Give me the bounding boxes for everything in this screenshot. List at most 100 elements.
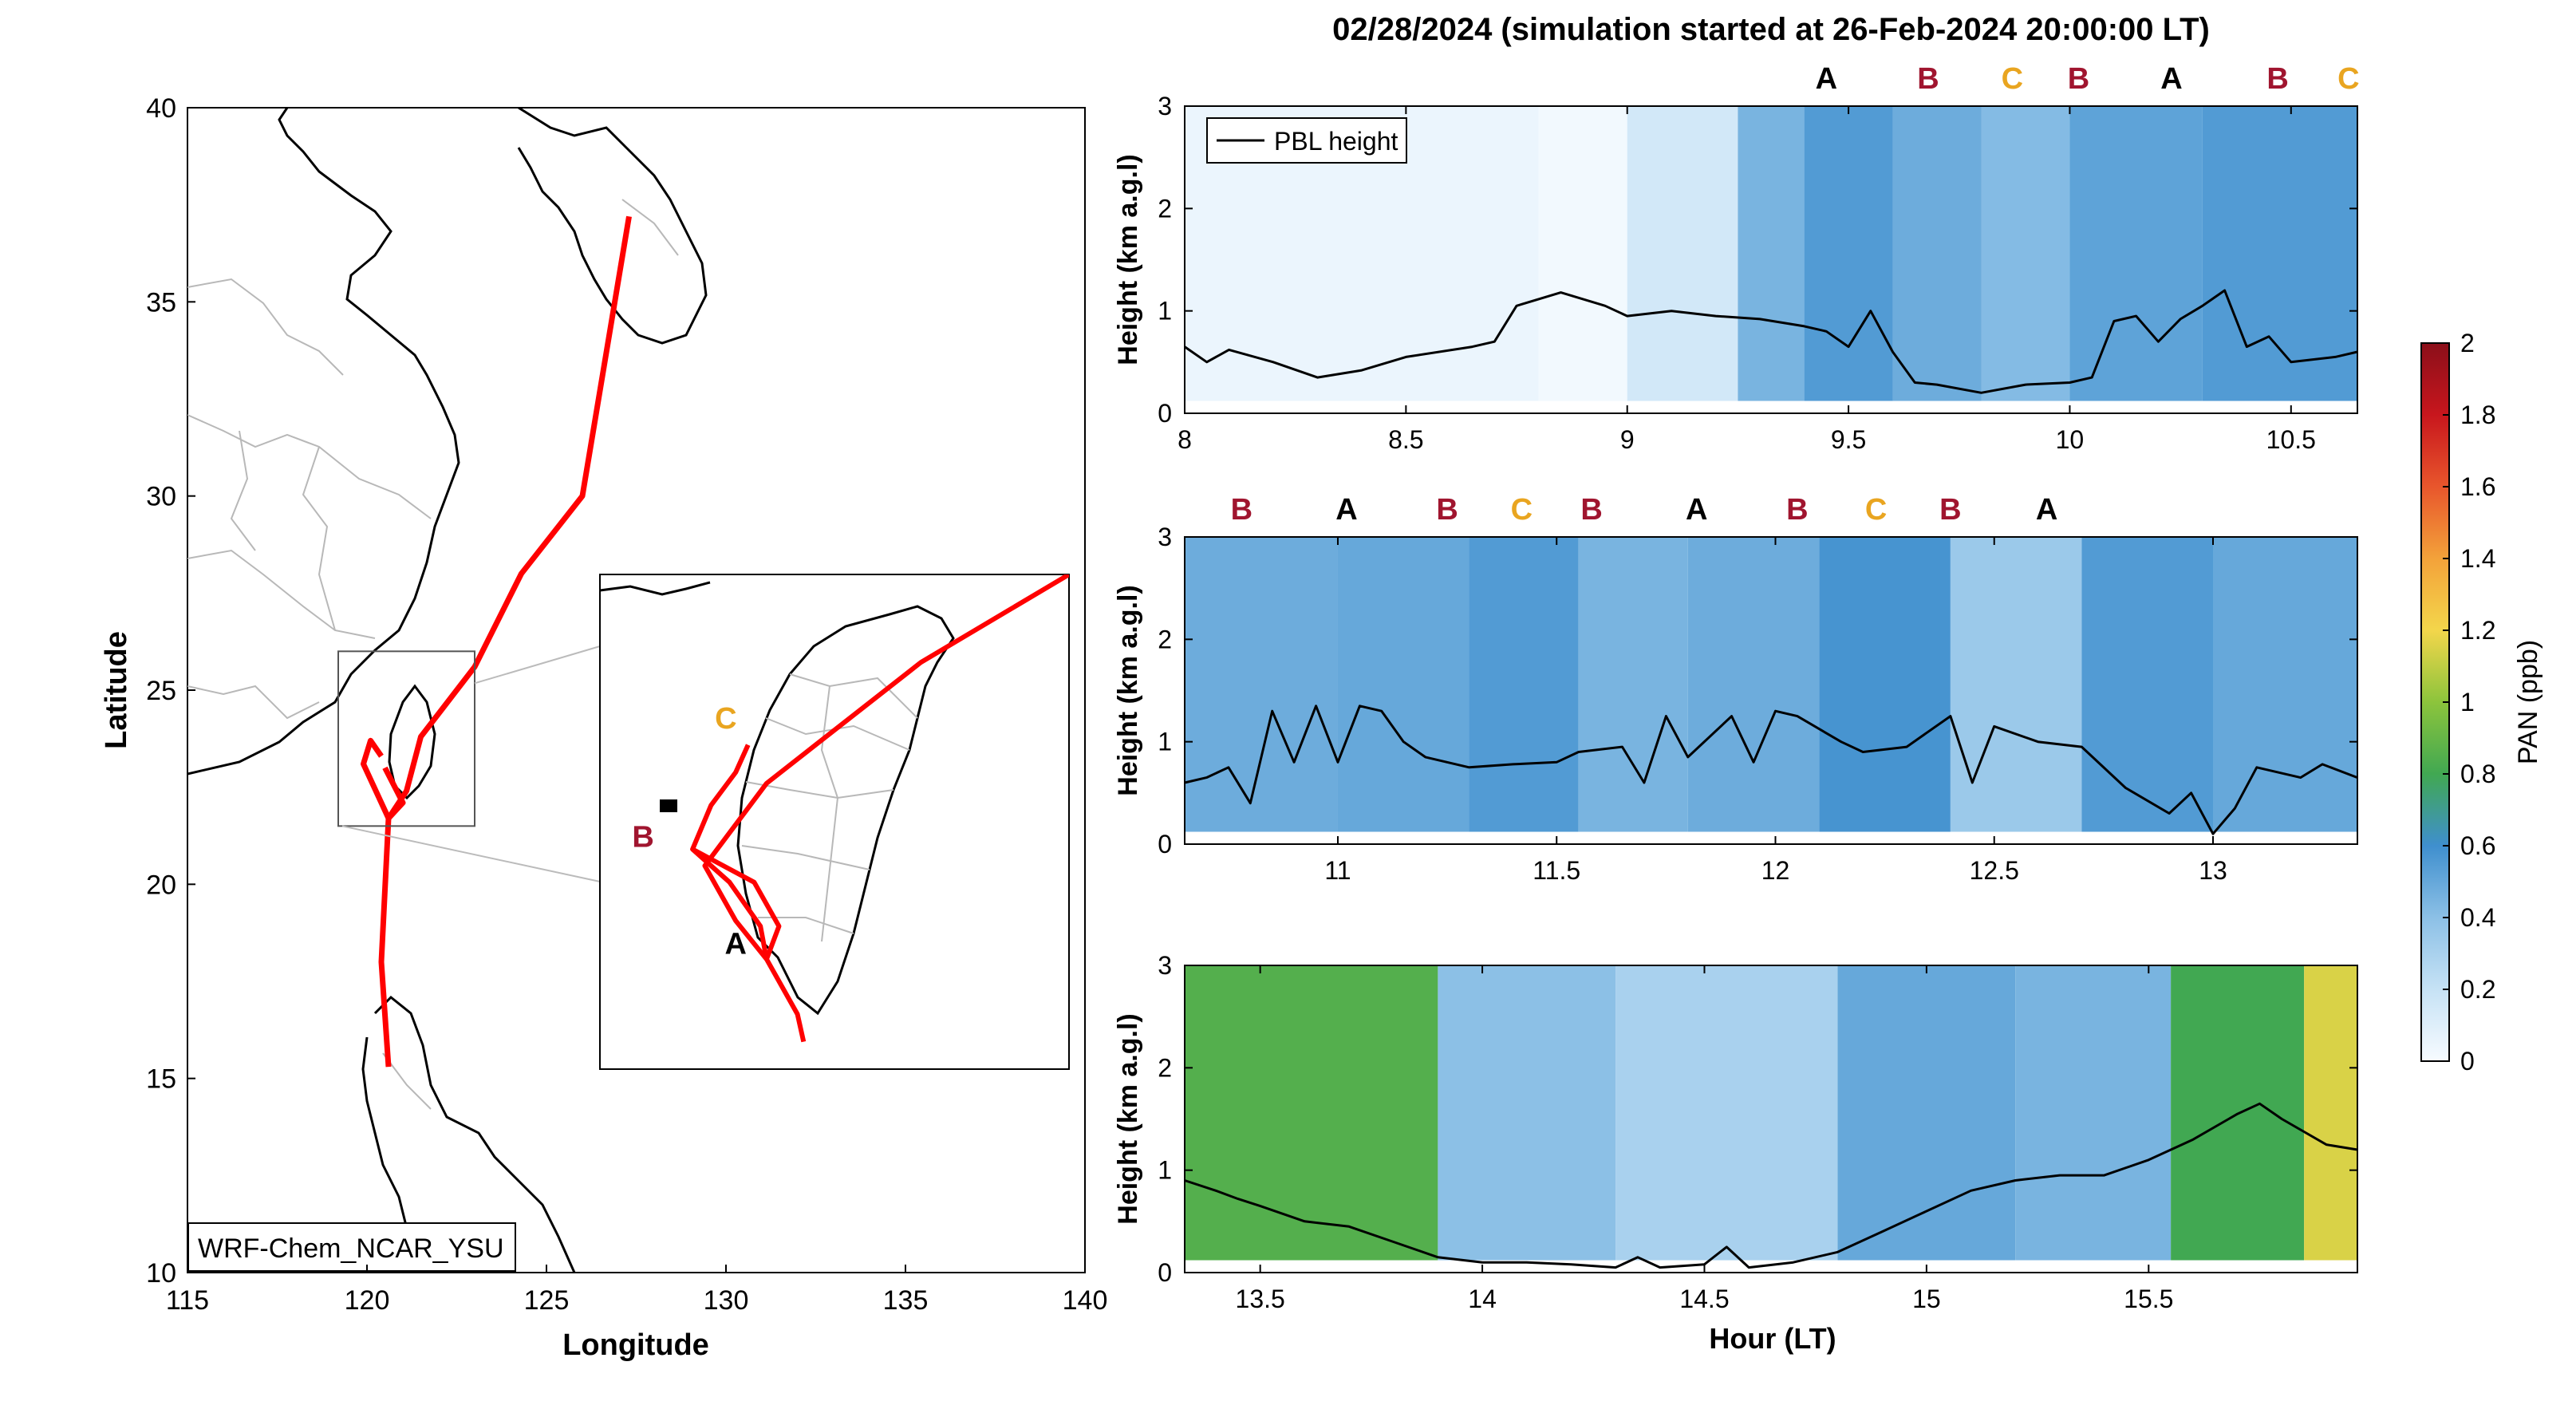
colorbar-tick-label: 0.4	[2460, 903, 2495, 932]
pan-cell	[2069, 106, 2203, 401]
colorbar-ticks: 0 0.2 0.4 0.6 0.8 1 1.2 1.4 1.6 1.8 2	[2443, 329, 2495, 1076]
colorbar-label: PAN (ppb)	[2513, 640, 2543, 764]
colorbar-tick-label: 0.6	[2460, 831, 2495, 860]
inset-marker-c: C	[715, 702, 736, 736]
colorbar-tick-label: 1.6	[2460, 472, 2495, 501]
pan-cell	[1185, 965, 1438, 1261]
map-x-tick-label: 115	[166, 1285, 209, 1316]
x-tick-label: 9	[1620, 425, 1635, 454]
hour-x-label: Hour (LT)	[1709, 1322, 1836, 1355]
inset-county-borders	[741, 673, 918, 942]
x-tick-label: 10	[2056, 425, 2085, 454]
x-tick-label: 11.5	[1533, 856, 1580, 885]
pbl-legend-label: PBL height	[1274, 127, 1398, 156]
location-marker-a: A	[2160, 62, 2182, 96]
flight-track	[378, 215, 632, 1068]
inset-marker-b: B	[632, 821, 653, 855]
pan-cell	[1892, 106, 1982, 401]
pan-cell	[1819, 537, 1951, 832]
location-marker-a: A	[2036, 493, 2057, 527]
heatmap-axes-box	[1184, 965, 2358, 1273]
y-axis-label: Height (km a.g.l)	[1113, 585, 1143, 795]
y-tick-label: 0	[1158, 830, 1172, 858]
pan-cell	[1627, 106, 1738, 401]
inset-marker-a: A	[724, 927, 746, 961]
pan-cell	[2212, 537, 2357, 832]
colorbar-tick-label: 1	[2460, 688, 2475, 716]
y-tick-label: 3	[1158, 92, 1172, 120]
y-tick-label: 2	[1158, 1053, 1172, 1082]
colorbar: 0 0.2 0.4 0.6 0.8 1 1.2 1.4 1.6 1.8 2 PAN (ppb)	[2420, 329, 2543, 1076]
colorbar-tick-label: 2	[2460, 329, 2475, 357]
map-x-ticks: 115 120 125 130 135 140	[166, 1265, 1107, 1316]
pan-cell	[1538, 106, 1627, 401]
map-y-tick-label: 40	[146, 93, 176, 124]
pan-cell	[2304, 965, 2357, 1261]
x-tick-label: 11	[1324, 856, 1351, 885]
inset-markers: A B C	[632, 702, 747, 961]
map-y-tick-label: 20	[146, 870, 176, 900]
x-tick-label: 14.5	[1679, 1285, 1729, 1313]
pan-cell	[1981, 106, 2070, 401]
pbl-height-line	[1184, 289, 2358, 394]
heatmap-panel-3: 13.5 14 14.5 15 15.5 0 1 2 3 Height (km a.g.l)	[1113, 951, 2358, 1313]
y-tick-label: 2	[1158, 625, 1172, 653]
location-marker-b: B	[1580, 493, 1602, 527]
flight-track-branch	[382, 766, 406, 820]
y-axis-label: Height (km a.g.l)	[1113, 1013, 1143, 1224]
inset-extent-box	[337, 650, 475, 827]
location-marker-a: A	[1335, 493, 1357, 527]
figure-title: 02/28/2024 (simulation started at 26-Feb…	[1332, 12, 2210, 47]
x-tick-label: 9.5	[1831, 425, 1866, 454]
inset-island	[660, 799, 677, 812]
inset-coastline-mainland	[600, 581, 711, 596]
map-y-tick-label: 10	[146, 1258, 176, 1289]
location-marker-a: A	[1686, 493, 1707, 527]
x-tick-label: 8.5	[1388, 425, 1423, 454]
model-label: WRF-Chem_NCAR_YSU	[198, 1233, 504, 1264]
map-y-tick-label: 30	[146, 482, 176, 512]
surface-gap	[1185, 831, 2357, 844]
map-x-tick-label: 140	[1063, 1285, 1108, 1316]
pan-cell	[1950, 537, 2082, 832]
x-tick-label: 12.5	[1970, 856, 2019, 885]
surface-gap	[1185, 1260, 2357, 1273]
map-x-tick-label: 120	[345, 1285, 390, 1316]
inset-flight-track-branch	[691, 847, 782, 961]
colorbar-tick-label: 0.8	[2460, 760, 2495, 788]
location-marker-b: B	[1436, 493, 1458, 527]
y-tick-label: 2	[1158, 194, 1172, 223]
x-tick-label: 15	[1912, 1285, 1941, 1313]
x-tick-label: 13.5	[1236, 1285, 1285, 1313]
location-marker-b: B	[2068, 62, 2089, 96]
heatmap-axes-box	[1184, 536, 2358, 845]
location-marker-b: B	[1786, 493, 1808, 527]
x-tick-label: 15.5	[2124, 1285, 2173, 1313]
pan-cell	[2015, 965, 2172, 1261]
y-tick-label: 1	[1158, 1156, 1172, 1185]
location-marker-b: B	[2266, 62, 2288, 96]
pan-cell	[1185, 537, 1338, 832]
coastline	[187, 108, 708, 1273]
inset-coastline	[736, 605, 955, 1016]
pan-cell	[1687, 537, 1820, 832]
model-label-box	[187, 1222, 516, 1272]
inset-connector-line	[474, 645, 601, 685]
pan-cell	[1615, 965, 1838, 1261]
colorbar-tick-label: 1.4	[2460, 544, 2495, 573]
pbl-height-line	[1184, 705, 2358, 835]
map-y-tick-label: 35	[146, 287, 176, 318]
map-x-tick-label: 125	[524, 1285, 570, 1316]
y-tick-label: 0	[1158, 399, 1172, 428]
map-x-tick-label: 130	[704, 1285, 749, 1316]
x-tick-label: 10.5	[2266, 425, 2316, 454]
pan-cell	[1837, 965, 2016, 1261]
pan-cell	[1578, 537, 1688, 832]
pan-cell	[1804, 106, 1893, 401]
inset-connector-line	[341, 825, 601, 882]
pbl-legend: PBL height	[1206, 117, 1407, 164]
y-tick-label: 0	[1158, 1258, 1172, 1287]
y-tick-label: 1	[1158, 728, 1172, 756]
